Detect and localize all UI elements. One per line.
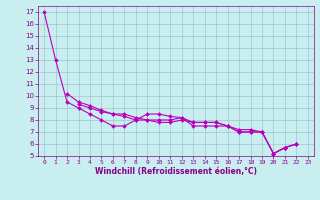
X-axis label: Windchill (Refroidissement éolien,°C): Windchill (Refroidissement éolien,°C) [95, 167, 257, 176]
